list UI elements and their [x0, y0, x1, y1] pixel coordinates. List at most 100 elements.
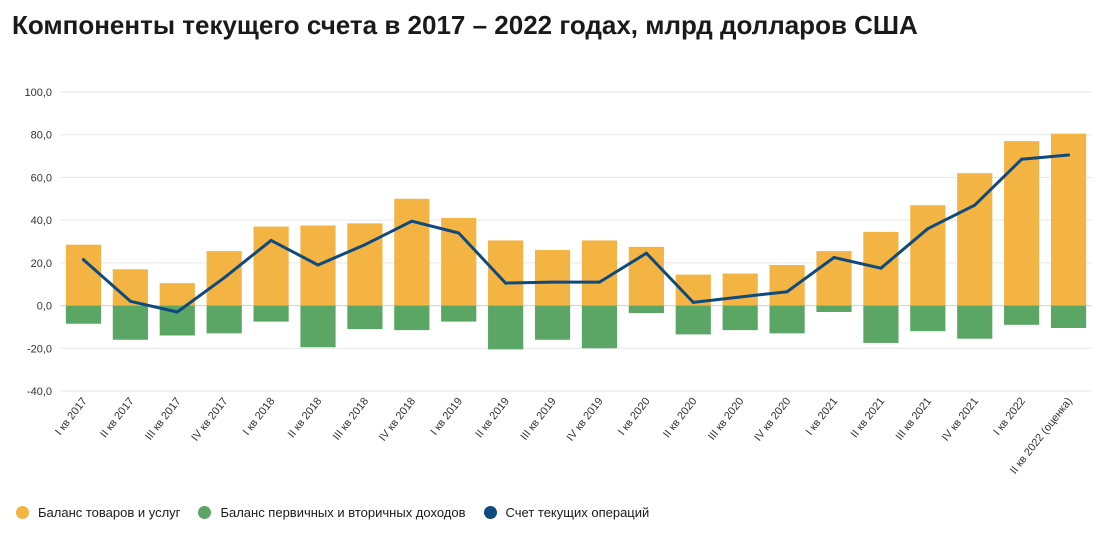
- bar-income-balance: [441, 305, 477, 322]
- x-tick-label: IV кв 2017: [189, 395, 230, 443]
- x-tick-label: I кв 2019: [428, 395, 465, 437]
- current-account-point: [457, 231, 461, 235]
- x-tick-label: I кв 2020: [616, 395, 653, 437]
- y-tick-label: -20,0: [27, 343, 52, 355]
- current-account-point: [738, 295, 742, 299]
- legend-swatch-income-icon: [198, 506, 212, 519]
- legend-label-income: Баланс первичных и вторичных доходов: [220, 505, 466, 520]
- current-account-point: [973, 203, 977, 207]
- bar-goods-services: [628, 246, 664, 306]
- x-tick-label: III кв 2019: [518, 395, 558, 442]
- current-account-point: [644, 251, 648, 255]
- x-tick-label: I кв 2021: [804, 395, 841, 437]
- bar-income-balance: [1004, 305, 1040, 325]
- x-tick-label: IV кв 2020: [752, 395, 793, 443]
- x-tick-label: II кв 2021: [849, 395, 888, 440]
- x-tick-label: II кв 2018: [286, 395, 325, 440]
- legend-label-current-account: Счет текущих операций: [505, 505, 650, 520]
- legend: Баланс товаров и услуг Баланс первичных …: [16, 505, 667, 520]
- bar-goods-services: [488, 240, 524, 306]
- current-account-point: [316, 263, 320, 267]
- current-account-point: [222, 276, 226, 280]
- bar-goods-services: [65, 244, 102, 306]
- bar-income-balance: [1050, 305, 1087, 328]
- bar-income-balance: [816, 305, 852, 312]
- bar-income-balance: [722, 305, 758, 331]
- bar-goods-services: [910, 205, 946, 306]
- y-tick-label: -40,0: [27, 386, 52, 398]
- chart-title: Компоненты текущего счета в 2017 – 2022 …: [12, 10, 918, 40]
- current-account-point: [691, 300, 695, 304]
- x-tick-label: III кв 2017: [143, 395, 183, 442]
- bar-goods-services: [394, 198, 430, 306]
- bar-goods-services: [722, 273, 758, 306]
- bar-goods-services: [1004, 141, 1040, 306]
- y-tick-label: 100,0: [24, 87, 52, 99]
- x-tick-label: IV кв 2018: [377, 395, 418, 443]
- bar-income-balance: [863, 305, 899, 343]
- x-tick-label: II кв 2017: [98, 395, 137, 440]
- current-account-point: [832, 256, 836, 260]
- bar-income-balance: [628, 305, 664, 314]
- current-account-point: [1067, 153, 1071, 157]
- x-tick-label: I кв 2017: [53, 395, 90, 437]
- bar-income-balance: [65, 305, 102, 324]
- current-account-line: [81, 153, 1071, 314]
- x-tick-label: III кв 2021: [894, 395, 934, 442]
- x-tick-label: I кв 2018: [241, 395, 278, 437]
- y-tick-label: 60,0: [31, 172, 52, 184]
- x-tick-label: I кв 2022: [991, 395, 1028, 437]
- current-account-point: [175, 310, 179, 314]
- bar-income-balance: [112, 305, 148, 340]
- y-tick-label: 0,0: [37, 301, 52, 313]
- bar-income-balance: [581, 305, 618, 349]
- bar-goods-services: [769, 264, 805, 306]
- current-account-series-line: [82, 153, 1070, 314]
- x-tick-label: II кв 2020: [661, 395, 700, 440]
- current-account-point: [81, 258, 85, 262]
- current-account-point: [410, 219, 414, 223]
- current-account-point: [785, 290, 789, 294]
- bar-income-balance: [488, 305, 524, 350]
- y-tick-label: 80,0: [31, 130, 52, 142]
- legend-item-current-account: Счет текущих операций: [483, 505, 650, 520]
- x-tick-label: IV кв 2021: [940, 395, 981, 443]
- current-account-point: [926, 227, 930, 231]
- x-tick-label: IV кв 2019: [565, 395, 606, 443]
- bar-goods-services: [581, 240, 618, 306]
- x-axis-ticks: I кв 2017 II кв 2017 III кв 2017 IV кв 2017…: [53, 395, 1075, 476]
- bar-goods-services: [159, 283, 195, 306]
- current-account-point: [269, 238, 273, 242]
- bar-income-balance: [957, 305, 993, 339]
- chart-area: -40,0 -20,0 0,0 20,0 40,0 60,0 80,0 100,0 I кв …: [24, 87, 1092, 476]
- y-axis-ticks: -40,0 -20,0 0,0 20,0 40,0 60,0 80,0 100,0: [24, 87, 52, 398]
- bar-goods-services: [347, 223, 383, 306]
- bar-income-balance: [347, 305, 383, 330]
- current-account-point: [128, 299, 132, 303]
- current-account-point: [597, 280, 601, 284]
- current-account-point: [504, 281, 508, 285]
- bar-income-balance: [769, 305, 805, 334]
- current-account-point: [363, 243, 367, 247]
- bar-goods-services: [534, 250, 571, 306]
- bar-income-balance: [300, 305, 336, 348]
- bars: [65, 133, 1087, 350]
- legend-item-income: Баланс первичных и вторичных доходов: [198, 505, 466, 520]
- legend-swatch-goods-icon: [16, 506, 29, 519]
- x-tick-label: III кв 2018: [331, 395, 371, 442]
- current-account-point: [879, 266, 883, 270]
- bar-goods-services: [1050, 133, 1087, 306]
- bar-income-balance: [206, 305, 242, 334]
- bar-income-balance: [910, 305, 946, 332]
- legend-label-goods: Баланс товаров и услуг: [38, 505, 181, 520]
- bar-income-balance: [253, 305, 289, 322]
- bar-income-balance: [394, 305, 430, 331]
- bar-income-balance: [534, 305, 571, 340]
- bar-goods-services: [253, 226, 289, 306]
- current-account-point: [551, 280, 555, 284]
- current-account-point: [1020, 157, 1024, 161]
- legend-swatch-current-account-icon: [483, 506, 497, 519]
- y-tick-label: 40,0: [31, 215, 52, 227]
- legend-item-goods: Баланс товаров и услуг: [16, 505, 180, 520]
- y-tick-label: 20,0: [31, 258, 52, 270]
